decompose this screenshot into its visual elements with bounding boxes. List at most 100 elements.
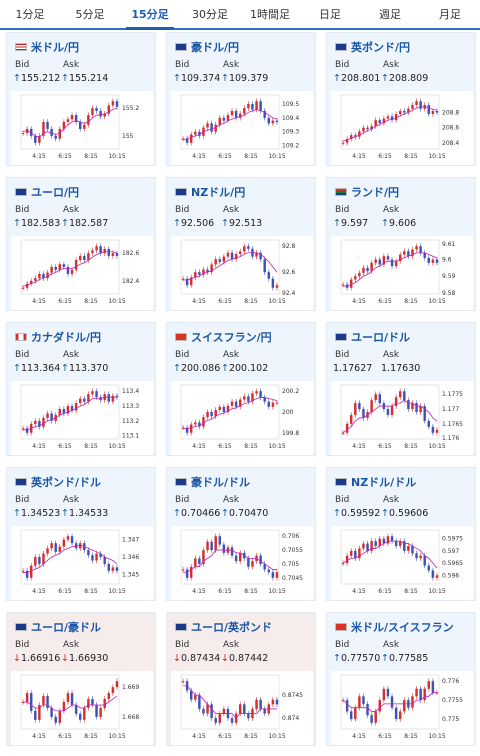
rate-card[interactable]: ユーロ/円 Bid Ask ↑182.583 ↑182.587 182.6 182.4 4:1…: [6, 177, 156, 311]
candle-body: [415, 553, 418, 559]
card-title[interactable]: NZドル/円: [175, 184, 245, 200]
pair-name[interactable]: ユーロ/ドル: [351, 331, 411, 344]
pair-name[interactable]: スイスフラン/円: [191, 331, 272, 344]
rate-card[interactable]: カナダドル/円 Bid Ask ↑113.364 ↑113.370 113.4 113.3 1…: [6, 322, 156, 456]
tab-5[interactable]: 日足: [319, 8, 341, 21]
card-title[interactable]: ユーロ/円: [15, 184, 79, 200]
mini-chart[interactable]: 0.706 0.7055 0.705 0.7045 4:15 6:15 8:15 10:15: [171, 526, 313, 600]
mini-chart[interactable]: 0.776 0.7755 0.775 4:15 6:15 8:15 10:15: [331, 671, 473, 745]
rate-card[interactable]: スイスフラン/円 Bid Ask ↑200.086 ↑200.102 200.2 200 19…: [166, 322, 316, 456]
rate-card[interactable]: ユーロ/豪ドル Bid Ask ↓1.66916 ↓1.66930 1.669 1.668 4…: [6, 612, 156, 746]
rate-card[interactable]: ユーロ/ドル Bid Ask 1.17627 1.17630 1.1775 1.177 1.1…: [326, 322, 476, 456]
candle-body: [234, 555, 238, 562]
card-title[interactable]: 英ポンド/ドル: [15, 474, 101, 490]
card-title[interactable]: NZドル/ドル: [335, 474, 416, 490]
candle-body: [398, 541, 402, 547]
mini-chart[interactable]: 109.5 109.4 109.3 109.2 4:15 6:15 8:15 10:15: [171, 91, 313, 165]
rate-card[interactable]: NZドル/ドル Bid Ask ↑0.59592 ↑0.59606 0.5975 0.597…: [326, 467, 476, 601]
pair-name[interactable]: 英ポンド/ドル: [31, 476, 102, 489]
pair-name[interactable]: カナダドル/円: [31, 331, 102, 344]
card-title[interactable]: スイスフラン/円: [175, 329, 272, 345]
y-tick-label: 109.4: [282, 115, 299, 122]
rate-card[interactable]: NZドル/円 Bid Ask ↑92.506 ↑92.513 92.8 92.6 92.4 4:…: [166, 177, 316, 311]
card-title[interactable]: ランド/円: [335, 184, 399, 200]
pair-name[interactable]: NZドル/ドル: [351, 476, 417, 489]
pair-name[interactable]: NZドル/円: [191, 186, 246, 199]
arrow-up-icon: ↑: [13, 218, 21, 229]
candle-body: [34, 278, 37, 281]
rate-card[interactable]: ランド/円 Bid Ask ↑9.597 ↑9.606 9.61 9.6 9.59 9.58 4:…: [326, 177, 476, 311]
card-title[interactable]: 豪ドル/円: [175, 39, 239, 55]
rate-card[interactable]: 米ドル/円 Bid Ask ↑155.212 ↑155.214 155.2 155 4:15 6…: [6, 32, 156, 166]
ask-value: ↑208.809: [381, 73, 428, 84]
rate-card[interactable]: 英ポンド/ドル Bid Ask ↑1.34523 ↑1.34533 1.347 1.346 1…: [6, 467, 156, 601]
mini-chart[interactable]: 0.5975 0.597 0.5965 0.596 4:15 6:15 8:15 10:15: [331, 526, 473, 600]
pair-name[interactable]: 豪ドル/円: [191, 41, 240, 54]
card-title[interactable]: ユーロ/英ポンド: [175, 619, 272, 635]
pair-name[interactable]: ユーロ/円: [31, 186, 80, 199]
mini-chart[interactable]: 182.6 182.4 4:15 6:15 8:15 10:15: [11, 236, 153, 310]
pair-name[interactable]: 豪ドル/ドル: [191, 476, 251, 489]
tab-1[interactable]: 5分足: [75, 8, 105, 21]
card-title[interactable]: 米ドル/スイスフラン: [335, 619, 454, 635]
candle-body: [194, 558, 197, 567]
bid-value: ↑109.374: [173, 73, 220, 84]
card-title[interactable]: 英ポンド/円: [335, 39, 410, 55]
y-tick-label: 109.3: [282, 129, 299, 136]
tab-7[interactable]: 月足: [439, 8, 461, 21]
card-title[interactable]: ユーロ/豪ドル: [15, 619, 101, 635]
candle-body: [226, 252, 230, 257]
mini-chart[interactable]: 9.61 9.6 9.59 9.58 4:15 6:15 8:15 10:15: [331, 236, 473, 310]
candle-body: [267, 272, 271, 279]
pair-name[interactable]: 米ドル/円: [31, 41, 80, 54]
za-flag-icon: [335, 188, 347, 196]
candle-body: [275, 120, 279, 122]
rate-card[interactable]: 米ドル/スイスフラン Bid Ask ↑0.77570 ↑0.77585 0.776 0.7…: [326, 612, 476, 746]
pair-name[interactable]: 英ポンド/円: [351, 41, 411, 54]
y-tick-label: 113.1: [122, 433, 139, 440]
candle-body: [255, 391, 258, 394]
candle-body: [398, 391, 402, 398]
card-title[interactable]: 豪ドル/ドル: [175, 474, 250, 490]
y-tick-label: 1.1775: [442, 391, 463, 398]
mini-chart[interactable]: 1.1775 1.177 1.1765 1.176 4:15 6:15 8:15 10:15: [331, 381, 473, 455]
mini-chart[interactable]: 208.8 208.6 208.4 4:15 6:15 8:15 10:15: [331, 91, 473, 165]
card-title[interactable]: カナダドル/円: [15, 329, 101, 345]
tab-0[interactable]: 1分足: [15, 8, 45, 21]
candle-body: [87, 115, 90, 125]
arrow-up-icon: ↑: [333, 508, 341, 519]
candle-body: [226, 115, 230, 121]
tab-6[interactable]: 週足: [379, 8, 401, 21]
mini-chart[interactable]: 0.8745 0.874 4:15 6:15 8:15 10:15: [171, 671, 313, 745]
card-title[interactable]: 米ドル/円: [15, 39, 79, 55]
mini-chart[interactable]: 1.669 1.668 4:15 6:15 8:15 10:15: [11, 671, 153, 745]
tab-3[interactable]: 30分足: [192, 8, 228, 21]
candle-body: [390, 259, 394, 267]
candle-body: [366, 127, 369, 130]
pair-name[interactable]: 米ドル/スイスフラン: [351, 621, 454, 634]
rate-card[interactable]: 豪ドル/ドル Bid Ask ↑0.70466 ↑0.70470 0.706 0.7055 0…: [166, 467, 316, 601]
rate-card[interactable]: ユーロ/英ポンド Bid Ask ↓0.87434 ↓0.87442 0.8745 0.87…: [166, 612, 316, 746]
candle-body: [78, 122, 82, 129]
pair-name[interactable]: ユーロ/英ポンド: [191, 621, 273, 634]
candle-body: [275, 402, 279, 404]
mini-chart[interactable]: 200.2 200 199.8 4:15 6:15 8:15 10:15: [171, 381, 313, 455]
candle-body: [95, 108, 98, 111]
mini-chart[interactable]: 113.4 113.3 113.2 113.1 4:15 6:15 8:15 10:15: [11, 381, 153, 455]
candle-body: [78, 713, 82, 720]
mini-chart[interactable]: 1.347 1.346 1.345 4:15 6:15 8:15 10:15: [11, 526, 153, 600]
candle-body: [181, 569, 185, 571]
pair-name[interactable]: ランド/円: [351, 186, 400, 199]
rate-card[interactable]: 英ポンド/円 Bid Ask ↑208.801 ↑208.809 208.8 208.6 20…: [326, 32, 476, 166]
candlestick-chart: 1.669 1.668 4:15 6:15 8:15 10:15: [20, 674, 139, 740]
tab-4[interactable]: 1時間足: [250, 8, 290, 21]
tab-2[interactable]: 15分足: [120, 0, 180, 30]
card-title[interactable]: ユーロ/ドル: [335, 329, 410, 345]
candle-body: [66, 693, 70, 702]
pair-name[interactable]: ユーロ/豪ドル: [31, 621, 102, 634]
candle-body: [411, 546, 414, 554]
mini-chart[interactable]: 155.2 155 4:15 6:15 8:15 10:15: [11, 91, 153, 165]
candle-body: [407, 400, 410, 410]
mini-chart[interactable]: 92.8 92.6 92.4 4:15 6:15 8:15 10:15: [171, 236, 313, 310]
rate-card[interactable]: 豪ドル/円 Bid Ask ↑109.374 ↑109.379 109.5 109.4 109…: [166, 32, 316, 166]
